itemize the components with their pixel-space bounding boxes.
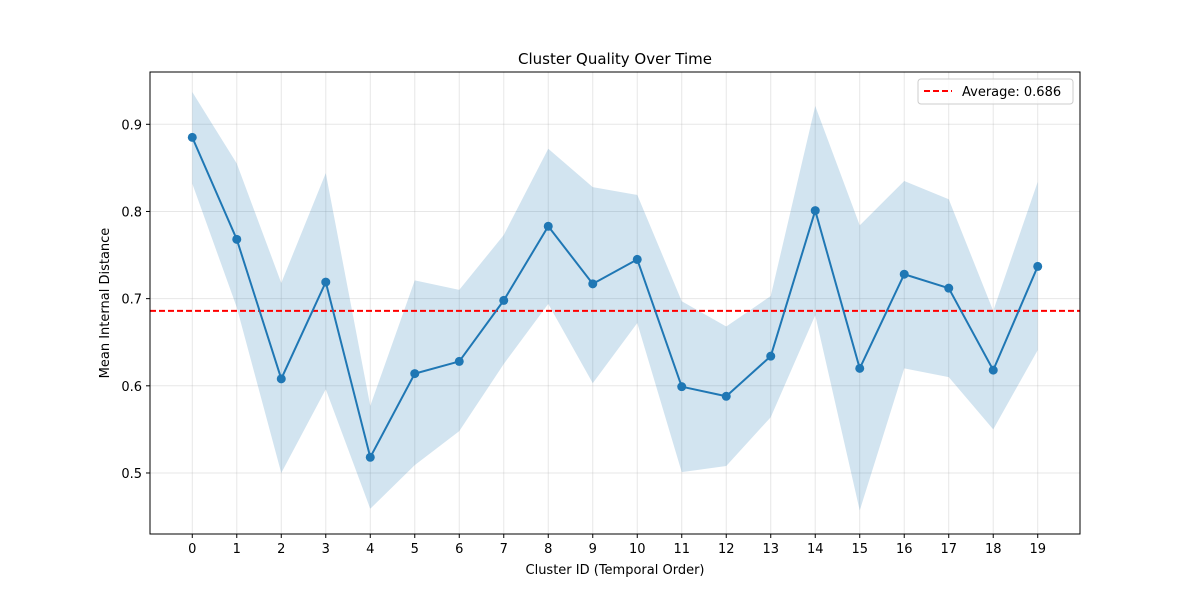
data-point — [321, 277, 331, 287]
x-tick-label: 18 — [985, 542, 1002, 557]
series-group — [187, 132, 1043, 462]
chart-title: Cluster Quality Over Time — [518, 50, 712, 68]
data-point — [632, 254, 642, 264]
x-tick-label: 5 — [411, 542, 419, 557]
data-point — [766, 351, 776, 361]
x-tick-label: 2 — [277, 542, 285, 557]
data-point — [588, 279, 598, 289]
data-point — [721, 391, 731, 401]
data-point — [855, 363, 865, 373]
data-point — [499, 295, 509, 305]
data-point — [899, 269, 909, 279]
data-point — [1033, 261, 1043, 271]
legend-label: Average: 0.686 — [962, 85, 1061, 100]
x-tick-label: 9 — [589, 542, 597, 557]
y-axis-label: Mean Internal Distance — [98, 228, 113, 379]
y-tick-label: 0.5 — [121, 467, 142, 482]
x-tick-label: 11 — [673, 542, 690, 557]
x-tick-label: 17 — [940, 542, 957, 557]
x-tick-label: 12 — [718, 542, 735, 557]
x-tick-label: 6 — [455, 542, 463, 557]
x-tick-label: 16 — [896, 542, 913, 557]
data-point — [454, 356, 464, 366]
x-tick-label: 8 — [544, 542, 552, 557]
y-tick-label: 0.9 — [121, 118, 142, 133]
legend: Average: 0.686 — [917, 78, 1074, 105]
series-line — [191, 136, 1039, 461]
data-point — [276, 374, 286, 384]
grid-lines — [150, 72, 1080, 534]
y-tick-label: 0.6 — [121, 380, 142, 395]
x-tick-label: 1 — [233, 542, 241, 557]
x-tick-label: 3 — [322, 542, 330, 557]
x-tick-label: 0 — [188, 542, 196, 557]
data-point — [944, 283, 954, 293]
data-point — [232, 234, 242, 244]
legend-box — [917, 78, 1074, 105]
x-tick-label: 19 — [1029, 542, 1046, 557]
data-point — [187, 132, 197, 142]
confidence-band — [192, 92, 1038, 511]
x-tick-label: 15 — [851, 542, 868, 557]
x-tick-label: 13 — [762, 542, 779, 557]
data-point — [543, 221, 553, 231]
plot-frame — [149, 71, 1081, 535]
x-axis-label: Cluster ID (Temporal Order) — [526, 563, 705, 578]
data-point — [410, 369, 420, 379]
x-tick-label: 10 — [629, 542, 646, 557]
data-point — [988, 365, 998, 375]
error-band-area — [192, 92, 1038, 511]
x-tick-label: 7 — [500, 542, 508, 557]
y-axis-ticks: 0.5 0.6 0.7 0.8 0.9 — [121, 118, 150, 482]
data-point — [365, 452, 375, 462]
y-tick-label: 0.7 — [121, 293, 142, 308]
x-tick-label: 4 — [366, 542, 374, 557]
data-point — [677, 382, 687, 392]
x-tick-label: 14 — [807, 542, 824, 557]
data-point — [810, 206, 820, 216]
x-axis-ticks: 0 1 2 3 4 5 6 7 8 9 10 11 12 13 14 15 16 17 18 19 — [188, 534, 1046, 557]
y-tick-label: 0.8 — [121, 205, 142, 220]
